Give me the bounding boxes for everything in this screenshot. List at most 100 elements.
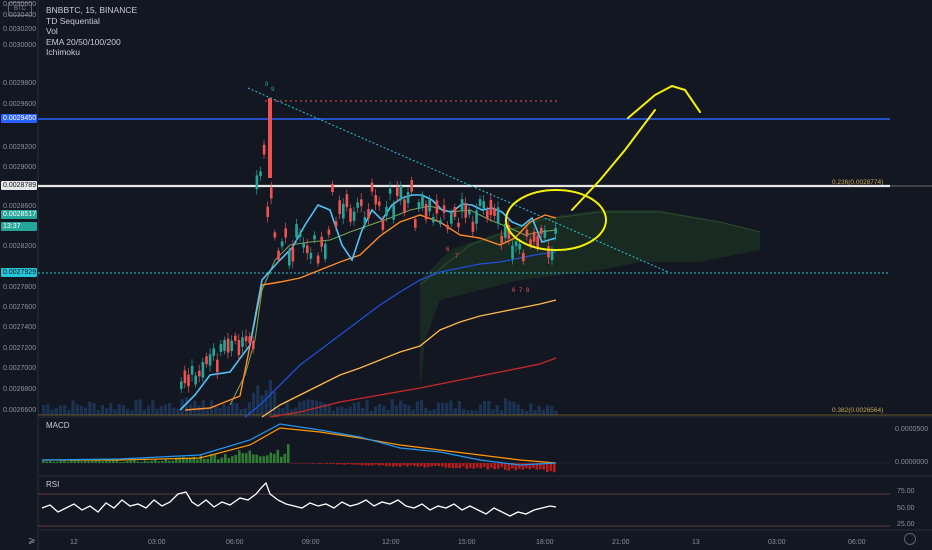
volume-bar bbox=[357, 402, 361, 415]
legend-study-vol[interactable]: Vol bbox=[46, 26, 58, 36]
legend-study-ichimoku[interactable]: Ichimoku bbox=[46, 47, 81, 57]
volume-bar bbox=[268, 379, 272, 415]
legend-study-td[interactable]: TD Sequential bbox=[46, 15, 100, 26]
macd-histogram-bar bbox=[252, 454, 255, 463]
price-tick: 0.0030600 bbox=[3, 1, 36, 8]
macd-histogram-bar bbox=[504, 463, 507, 470]
ichimoku-cloud bbox=[420, 210, 760, 390]
macd-histogram-bar bbox=[535, 463, 539, 470]
macd-histogram-bar bbox=[115, 460, 119, 463]
candle-body bbox=[273, 232, 277, 238]
macd-histogram-bar bbox=[91, 460, 94, 463]
macd-histogram-bar bbox=[381, 463, 385, 466]
candle-body bbox=[399, 185, 403, 201]
volume-bar bbox=[138, 399, 142, 415]
macd-histogram-bar bbox=[126, 460, 129, 463]
price-tick: 0.0026600 bbox=[3, 407, 36, 414]
volume-bar bbox=[403, 403, 407, 415]
volume-bar bbox=[378, 403, 382, 415]
candle-body bbox=[424, 203, 428, 220]
volume-bars bbox=[42, 379, 558, 415]
volume-bar bbox=[172, 407, 176, 415]
macd-histogram-bar bbox=[360, 463, 364, 466]
candle-body bbox=[237, 339, 241, 355]
macd-histogram-bar bbox=[350, 463, 353, 465]
ichimoku-cloud-edge bbox=[419, 211, 761, 286]
candle-body bbox=[360, 199, 363, 207]
candle-body bbox=[500, 235, 503, 244]
volume-bar bbox=[361, 407, 365, 415]
candle-body bbox=[316, 255, 320, 264]
macd-histogram-bar bbox=[329, 463, 332, 464]
candle-body bbox=[406, 192, 410, 204]
time-tick: 06:00 bbox=[226, 539, 244, 546]
macd-histogram-bar bbox=[458, 463, 462, 469]
candle-body bbox=[410, 180, 413, 192]
rsi-label[interactable]: RSI bbox=[46, 480, 60, 489]
macd-histogram-bar bbox=[420, 463, 423, 467]
candle-body bbox=[180, 381, 183, 389]
price-tick: 0.0027200 bbox=[3, 345, 36, 352]
goto-date-icon[interactable]: ⩾ bbox=[28, 535, 36, 545]
macd-histogram-bar bbox=[507, 463, 511, 471]
time-tick: 09:00 bbox=[302, 539, 320, 546]
macd-histogram-bar bbox=[56, 461, 59, 463]
macd-label[interactable]: MACD bbox=[46, 421, 70, 430]
white-level-tag: 0.0028789 bbox=[1, 181, 37, 190]
candle-body bbox=[190, 365, 194, 375]
candle-body bbox=[205, 356, 208, 365]
macd-histogram-bar bbox=[164, 458, 168, 463]
macd-histogram-bar bbox=[248, 450, 252, 463]
candle-body bbox=[496, 207, 500, 224]
volume-bar bbox=[46, 404, 50, 415]
macd-histogram-bar bbox=[441, 463, 444, 467]
candle-body bbox=[414, 219, 417, 228]
candlesticks bbox=[180, 98, 557, 394]
chart-settings-icon[interactable] bbox=[904, 533, 916, 545]
candle-body bbox=[385, 206, 388, 216]
macd-histogram-bar bbox=[49, 461, 52, 463]
volume-bar bbox=[457, 401, 461, 415]
rsi-pane bbox=[38, 481, 890, 527]
macd-histogram-bar bbox=[444, 463, 448, 468]
candle-body bbox=[320, 236, 323, 247]
annotation-arrow bbox=[571, 85, 701, 211]
candle-body bbox=[212, 348, 215, 356]
candle-body bbox=[450, 212, 453, 224]
legend-study-ema[interactable]: EMA 20/50/100/200 bbox=[46, 36, 121, 47]
volume-bar bbox=[239, 409, 243, 415]
candle-body bbox=[468, 210, 471, 215]
macd-histogram-bar bbox=[500, 463, 504, 468]
macd-histogram-bar bbox=[486, 463, 490, 470]
macd-histogram-bar bbox=[283, 453, 287, 463]
price-tick: 0.0027800 bbox=[3, 284, 36, 291]
volume-bar bbox=[88, 401, 92, 415]
volume-bar bbox=[462, 408, 466, 415]
candle-body bbox=[352, 211, 356, 221]
macd-histogram-bar bbox=[318, 463, 322, 464]
candle-body bbox=[550, 251, 554, 260]
macd-histogram-bar bbox=[346, 463, 350, 465]
volume-bar bbox=[231, 401, 235, 415]
legend-symbol[interactable]: BNBBTC, 15, BINANCE bbox=[46, 5, 138, 15]
candle-body bbox=[183, 370, 187, 384]
volume-bar bbox=[436, 402, 440, 415]
volume-bar bbox=[243, 408, 247, 415]
macd-histogram-bar bbox=[59, 460, 63, 463]
volume-bar bbox=[474, 410, 478, 415]
macd-histogram-bar bbox=[339, 463, 343, 465]
candle-body bbox=[439, 220, 442, 225]
macd-histogram-bar bbox=[521, 463, 525, 470]
candle-body bbox=[417, 202, 421, 210]
volume-bar bbox=[163, 404, 167, 415]
candle-body bbox=[280, 241, 284, 247]
candle-body bbox=[482, 201, 485, 209]
volume-bar bbox=[105, 408, 109, 415]
orange-base-line bbox=[184, 214, 557, 411]
volume-bar bbox=[331, 410, 335, 415]
macd-histogram-bar bbox=[493, 463, 497, 470]
candle-body bbox=[471, 221, 475, 232]
volume-bar bbox=[92, 403, 96, 415]
macd-histogram-bar bbox=[357, 463, 360, 465]
